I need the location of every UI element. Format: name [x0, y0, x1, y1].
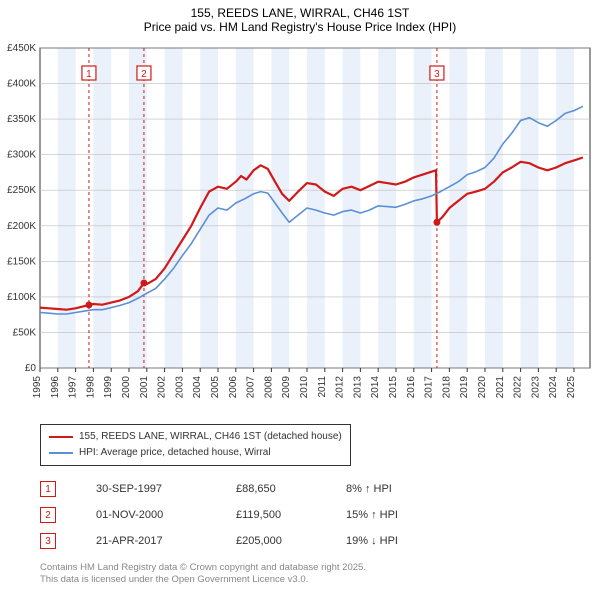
x-tick-label: 2013 — [352, 376, 363, 399]
x-tick-label: 1997 — [68, 376, 79, 399]
year-band — [165, 48, 183, 368]
year-band — [485, 48, 503, 368]
year-band — [378, 48, 396, 368]
chart-container: 155, REEDS LANE, WIRRAL, CH46 1ST Price … — [0, 0, 600, 587]
sale-point — [433, 219, 440, 226]
x-tick-label: 2008 — [263, 376, 274, 399]
marker-row-delta: 19% ↓ HPI — [346, 535, 466, 547]
year-band — [200, 48, 218, 368]
y-tick-label: £350K — [7, 114, 36, 125]
title-address: 155, REEDS LANE, WIRRAL, CH46 1ST — [0, 6, 600, 20]
marker-row-badge: 2 — [40, 507, 56, 523]
y-tick-label: £450K — [7, 43, 36, 54]
y-tick-label: £300K — [7, 150, 36, 161]
marker-row-date: 30-SEP-1997 — [96, 483, 236, 495]
year-band — [521, 48, 539, 368]
x-tick-label: 2000 — [121, 376, 132, 399]
x-tick-label: 1996 — [50, 376, 61, 399]
legend-swatch — [49, 436, 73, 438]
sale-point — [140, 280, 147, 287]
title-block: 155, REEDS LANE, WIRRAL, CH46 1ST Price … — [0, 0, 600, 38]
x-tick-label: 1998 — [85, 376, 96, 399]
marker-row-delta: 8% ↑ HPI — [346, 483, 466, 495]
marker-row-price: £205,000 — [236, 535, 346, 547]
legend: 155, REEDS LANE, WIRRAL, CH46 1ST (detac… — [40, 424, 351, 466]
x-tick-label: 2025 — [566, 376, 577, 399]
marker-row-date: 21-APR-2017 — [96, 535, 236, 547]
marker-row-delta: 15% ↑ HPI — [346, 509, 466, 521]
marker-row-price: £119,500 — [236, 509, 346, 521]
x-tick-label: 2007 — [246, 376, 257, 399]
x-tick-label: 1999 — [103, 376, 114, 399]
x-tick-label: 2022 — [513, 376, 524, 399]
chart-area: £0 £50K £100K £150K £200K £250K £300K £350K £400… — [0, 38, 600, 418]
marker-row-date: 01-NOV-2000 — [96, 509, 236, 521]
legend-label: 155, REEDS LANE, WIRRAL, CH46 1ST (detac… — [79, 429, 342, 445]
year-band — [414, 48, 432, 368]
x-tick-label: 2002 — [157, 376, 168, 399]
marker-row: 2 01-NOV-2000£119,50015% ↑ HPI — [40, 502, 600, 528]
attribution-line1: Contains HM Land Registry data © Crown c… — [40, 562, 600, 574]
x-tick-label: 2011 — [317, 376, 328, 398]
x-tick-label: 2019 — [459, 376, 470, 399]
y-tick-label: £50K — [13, 327, 37, 338]
legend-item: 155, REEDS LANE, WIRRAL, CH46 1ST (detac… — [49, 429, 342, 445]
x-tick-label: 2015 — [388, 376, 399, 399]
x-tick-label: 2012 — [335, 376, 346, 399]
x-tick-label: 2018 — [441, 376, 452, 399]
sale-marker-number: 3 — [434, 69, 440, 80]
year-band — [343, 48, 361, 368]
attribution-line2: This data is licensed under the Open Gov… — [40, 574, 600, 586]
x-tick-label: 2005 — [210, 376, 221, 399]
y-tick-label: £200K — [7, 221, 36, 232]
year-band — [449, 48, 467, 368]
year-band — [556, 48, 574, 368]
x-tick-label: 2009 — [281, 376, 292, 399]
sale-point — [85, 301, 92, 308]
x-tick-label: 2014 — [370, 376, 381, 399]
x-tick-label: 2017 — [424, 376, 435, 399]
year-band — [58, 48, 76, 368]
x-tick-label: 2003 — [174, 376, 185, 399]
y-tick-label: £150K — [7, 256, 36, 267]
x-tick-label: 2023 — [530, 376, 541, 399]
year-band — [93, 48, 111, 368]
marker-row-badge: 3 — [40, 533, 56, 549]
x-tick-label: 1995 — [32, 376, 43, 399]
y-tick-label: £400K — [7, 79, 36, 90]
x-tick-label: 2001 — [139, 376, 150, 399]
y-tick-label: £250K — [7, 185, 36, 196]
x-tick-label: 2004 — [192, 376, 203, 399]
year-band — [271, 48, 289, 368]
y-tick-label: £100K — [7, 292, 36, 303]
x-tick-label: 2010 — [299, 376, 310, 399]
sale-markers-table: 130-SEP-1997£88,6508% ↑ HPI201-NOV-2000£… — [40, 476, 600, 554]
y-tick-label: £0 — [25, 363, 37, 374]
x-tick-label: 2016 — [406, 376, 417, 399]
x-tick-label: 2021 — [495, 376, 506, 399]
x-tick-label: 2020 — [477, 376, 488, 399]
sale-marker-number: 1 — [86, 69, 92, 80]
x-tick-label: 2024 — [548, 376, 559, 399]
x-tick-label: 2006 — [228, 376, 239, 399]
title-subtitle: Price paid vs. HM Land Registry's House … — [0, 20, 600, 34]
line-chart-svg: £0 £50K £100K £150K £200K £250K £300K £350K £400… — [0, 38, 600, 418]
marker-row: 3 21-APR-2017£205,00019% ↓ HPI — [40, 528, 600, 554]
marker-row-badge: 1 — [40, 481, 56, 497]
year-band — [236, 48, 254, 368]
attribution: Contains HM Land Registry data © Crown c… — [40, 562, 600, 587]
legend-item: HPI: Average price, detached house, Wirr… — [49, 445, 342, 461]
marker-row: 1 30-SEP-1997£88,6508% ↑ HPI — [40, 476, 600, 502]
legend-label: HPI: Average price, detached house, Wirr… — [79, 445, 271, 461]
marker-row-price: £88,650 — [236, 483, 346, 495]
sale-marker-number: 2 — [141, 69, 147, 80]
legend-swatch — [49, 452, 73, 454]
